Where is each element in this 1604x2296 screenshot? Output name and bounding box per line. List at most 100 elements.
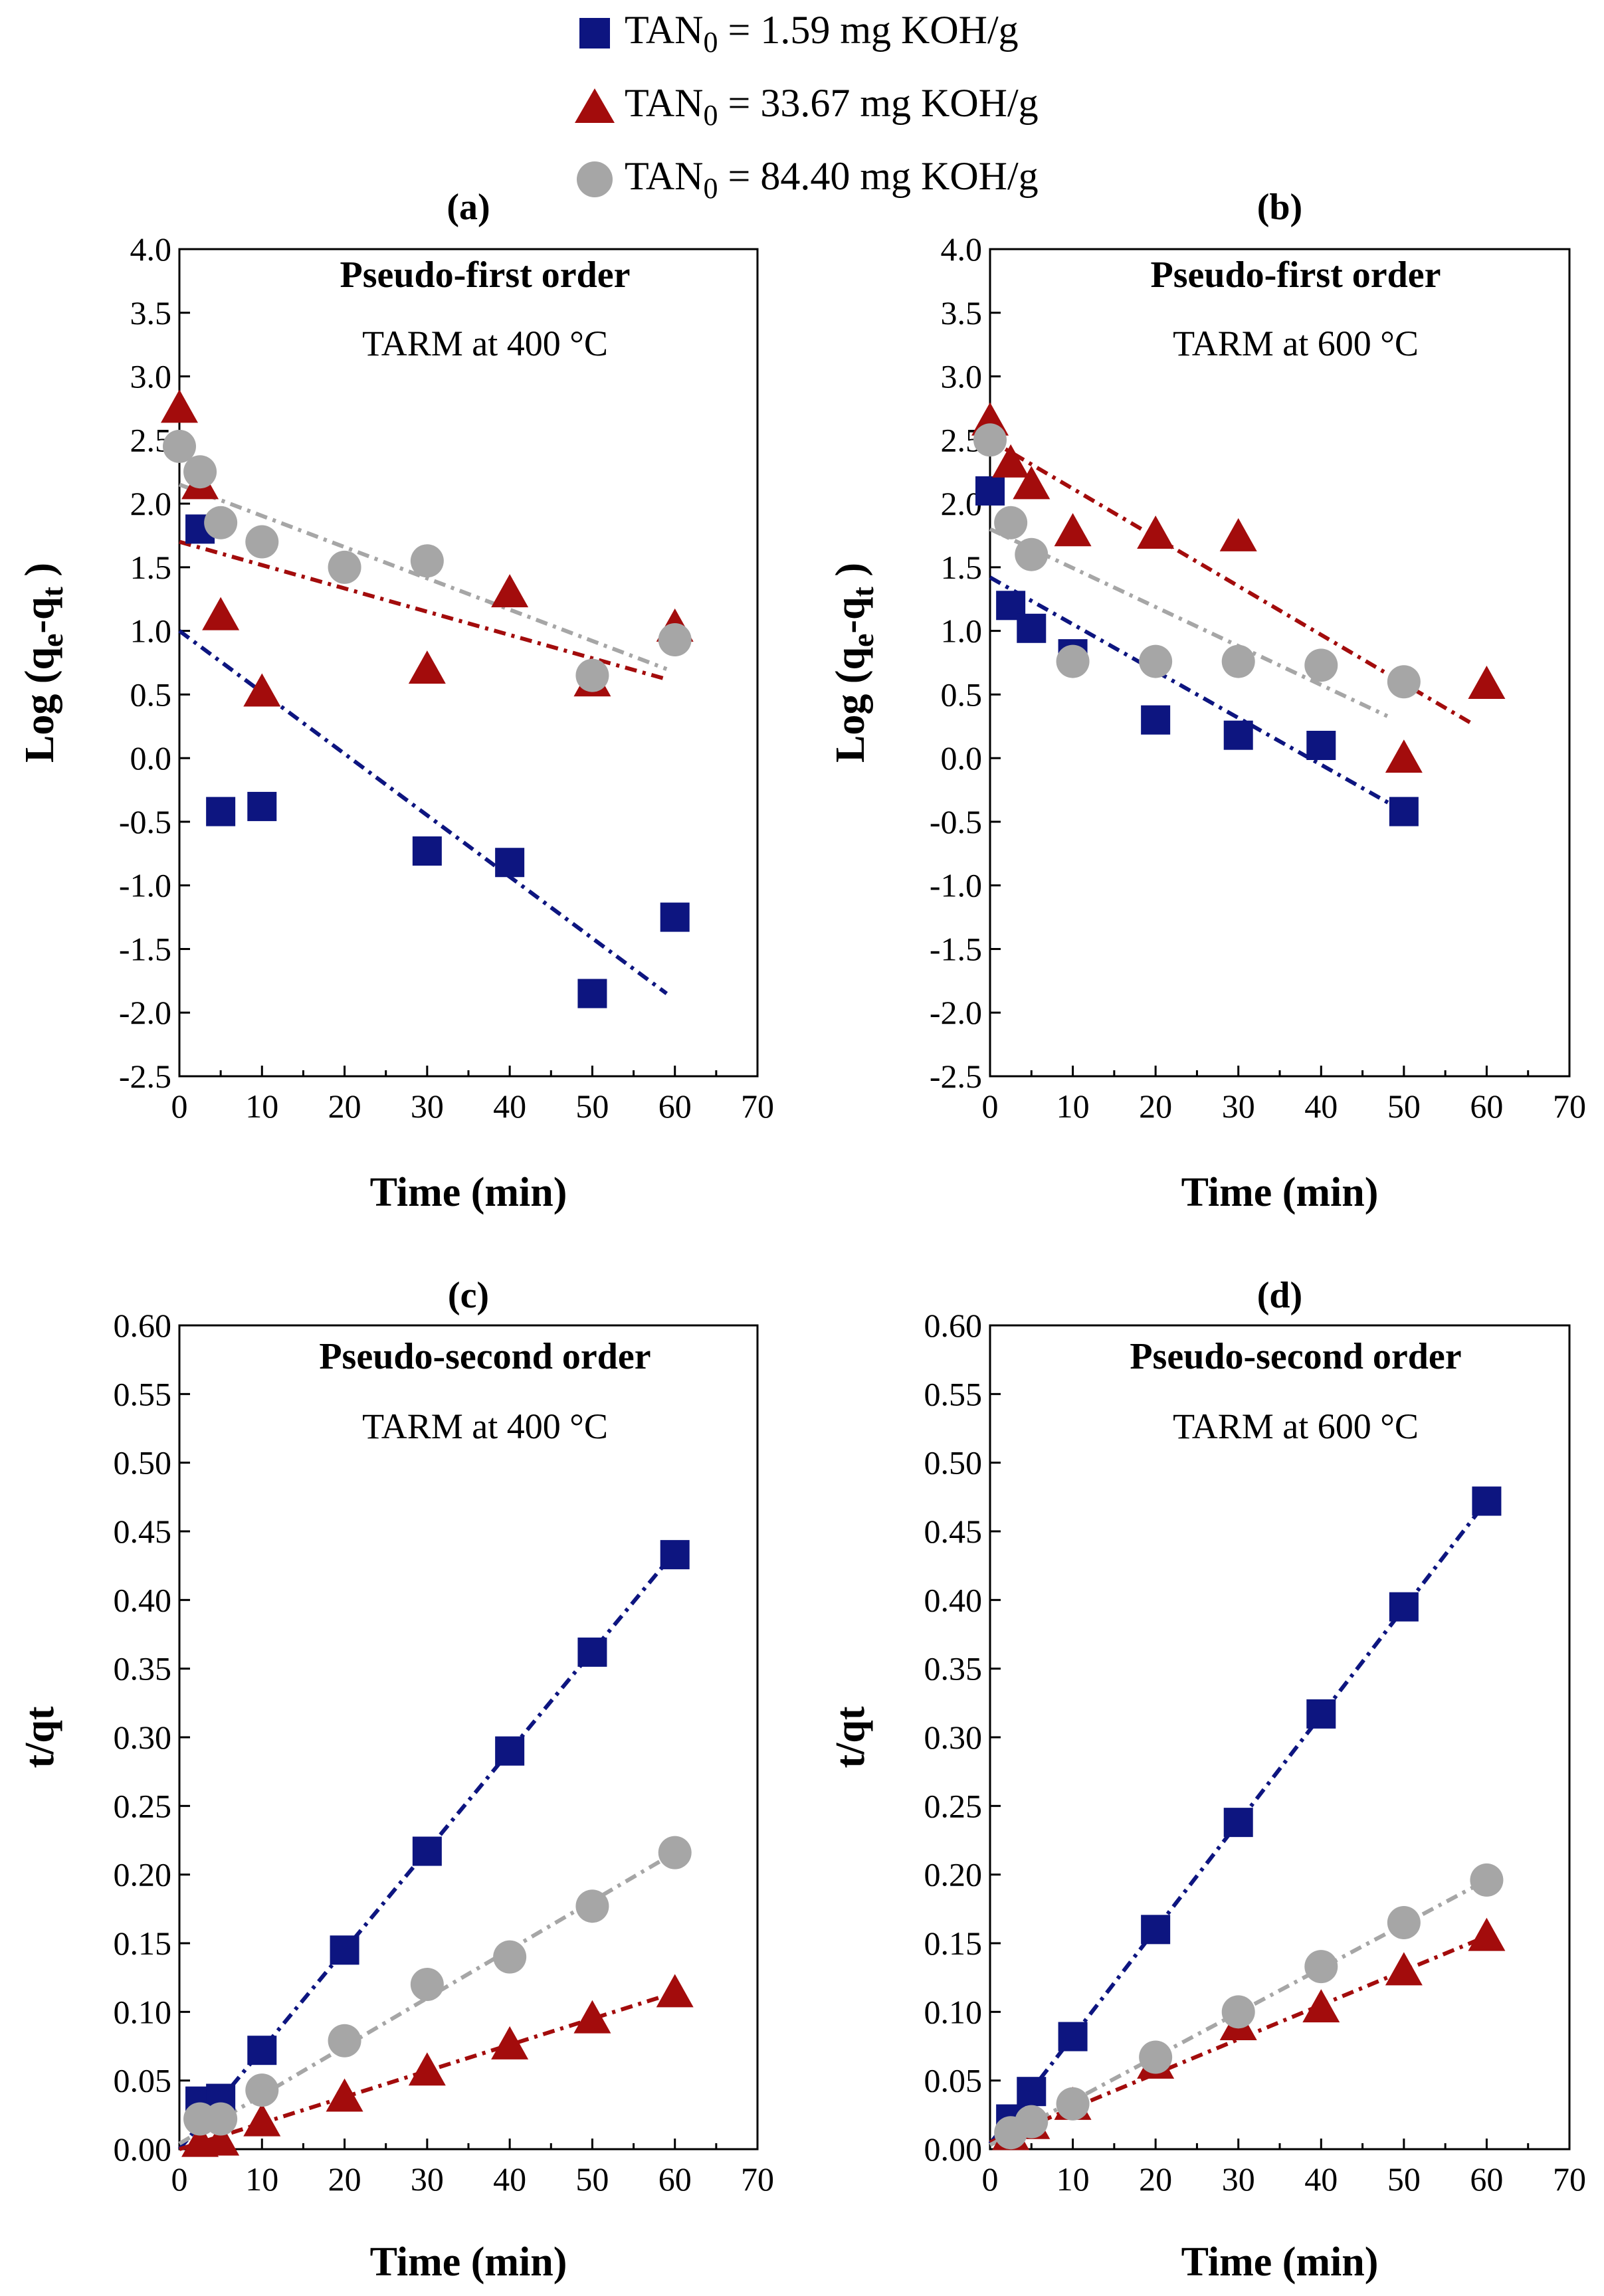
data-point-square: [495, 848, 525, 878]
data-point-circle: [410, 1968, 444, 2001]
y-tick-label: 1.0: [941, 613, 983, 650]
y-axis-label: Log (qe-qt ): [17, 563, 69, 763]
data-point-circle: [1221, 644, 1255, 678]
y-tick-label: 0.35: [114, 1650, 172, 1687]
data-point-square: [577, 1637, 607, 1667]
data-point-square: [660, 1540, 690, 1570]
y-tick-label: 0.20: [924, 1856, 983, 1893]
data-point-square: [660, 902, 690, 932]
y-tick-label: 0.00: [924, 2131, 983, 2168]
data-point-square: [206, 797, 236, 826]
y-tick-label: 0.15: [114, 1925, 172, 1962]
y-tick-label: 0.60: [924, 1307, 983, 1344]
data-point-square: [1389, 797, 1419, 826]
y-tick-label: 2.0: [941, 485, 983, 522]
data-point-circle: [1387, 665, 1421, 699]
chart-panel-4: (d) 0 10 20 30 40 50 60 70 0.00 0.05 0.10 0.15 0.20 0.…: [828, 1275, 1586, 2285]
data-point-square: [1141, 705, 1171, 735]
y-tick-label: 0.05: [114, 2062, 172, 2099]
x-tick-label: 30: [1222, 2160, 1255, 2198]
chart-subtitle: TARM at 600 °C: [1173, 1406, 1419, 1446]
data-point-circle: [1221, 1995, 1255, 2029]
legend-label-prefix: TAN: [625, 154, 704, 198]
data-point-triangle: [573, 2000, 611, 2034]
data-point-triangle: [1219, 518, 1257, 551]
legend-triangle-marker: [565, 76, 625, 136]
chart-title: Pseudo-second order: [1130, 1336, 1461, 1377]
x-tick-label: 70: [741, 2160, 774, 2198]
data-point-circle: [973, 423, 1007, 457]
y-tick-label: 0.60: [114, 1307, 172, 1344]
data-point-circle: [575, 1889, 609, 1923]
legend-label-suffix: = 33.67 mg KOH/g: [718, 81, 1039, 125]
y-tick-label: 2.0: [130, 485, 172, 522]
legend-square-marker: [565, 3, 625, 63]
y-tick-label: 0.35: [924, 1650, 983, 1687]
y-axis-label: t/qt: [17, 1706, 62, 1768]
data-point-square: [495, 1736, 525, 1766]
y-tick-label: -2.0: [119, 994, 171, 1031]
y-label-part: -q: [17, 597, 62, 633]
data-point-triangle: [202, 2122, 240, 2156]
data-point-circle: [245, 525, 279, 559]
y-tick-label: 0.50: [114, 1444, 172, 1482]
data-point-square: [1058, 2022, 1088, 2052]
y-label-sub: e: [846, 634, 880, 647]
y-label-sub: t: [35, 586, 69, 597]
data-point-square: [330, 1935, 359, 1965]
legend-label-suffix: = 1.59 mg KOH/g: [718, 8, 1019, 52]
data-point-circle: [658, 1836, 692, 1869]
legend-label-suffix: = 84.40 mg KOH/g: [718, 154, 1039, 198]
legend-entry-3: TAN0 = 84.40 mg KOH/g: [565, 149, 1039, 209]
data-point-square: [1223, 720, 1253, 750]
data-point-circle: [575, 658, 609, 692]
y-tick-label: 0.5: [130, 676, 172, 713]
data-point-triangle: [161, 389, 198, 423]
y-tick-label: 0.55: [114, 1375, 172, 1412]
chart-panel-1: (a) 0 10 20 30 40 50 60 70 -2.5 -2.0 -1.5 -1.0 -0.5 0.…: [17, 187, 774, 1215]
y-tick-label: 0.15: [924, 1925, 983, 1962]
x-axis-label: Time (min): [1181, 1170, 1379, 1215]
x-tick-label: 50: [575, 2160, 609, 2198]
x-tick-label: 60: [1470, 2160, 1503, 2198]
data-point-circle: [328, 550, 361, 584]
plot-frame: [178, 1324, 759, 2151]
legend-circle-marker: [565, 149, 625, 209]
x-tick-label: 0: [171, 1088, 188, 1125]
data-point-square: [247, 791, 277, 821]
chart-title: Pseudo-first order: [1150, 254, 1441, 296]
legend: TAN0 = 1.59 mg KOH/g TAN0 = 33.67 mg KOH…: [565, 0, 1163, 219]
panel-label: (d): [1257, 1275, 1302, 1316]
fit-line: [179, 539, 668, 682]
y-label-part: Log (q: [828, 647, 873, 763]
x-tick-label: 40: [493, 1088, 526, 1125]
x-tick-label: 0: [982, 1088, 999, 1125]
panel-label: (b): [1257, 187, 1302, 228]
y-tick-label: 0.25: [114, 1787, 172, 1824]
y-tick-label: -2.5: [119, 1058, 171, 1095]
y-tick-label: 0.0: [130, 739, 172, 777]
data-point-circle: [163, 429, 196, 463]
y-tick-label: 0.05: [924, 2062, 983, 2099]
y-label-part: ): [17, 563, 62, 587]
data-point-triangle: [1013, 466, 1051, 500]
y-tick-label: 0.55: [924, 1375, 983, 1412]
x-tick-label: 0: [982, 2160, 999, 2198]
y-tick-label: 0.40: [924, 1581, 983, 1618]
data-point-triangle: [1385, 739, 1423, 773]
data-point-square: [1389, 1592, 1419, 1622]
data-point-circle: [204, 2102, 238, 2136]
y-tick-label: 0.30: [114, 1719, 172, 1756]
y-tick-label: 3.0: [941, 358, 983, 395]
y-label-part: ): [828, 563, 873, 587]
y-tick-label: 0.10: [114, 1993, 172, 2030]
data-point-triangle: [243, 673, 281, 707]
fit-line: [989, 527, 1389, 718]
y-tick-label: -0.5: [119, 803, 171, 840]
x-tick-label: 10: [245, 2160, 278, 2198]
legend-entry-2: TAN0 = 33.67 mg KOH/g: [565, 76, 1039, 136]
data-point-circle: [1056, 2087, 1090, 2121]
y-tick-label: 4.0: [130, 231, 172, 268]
